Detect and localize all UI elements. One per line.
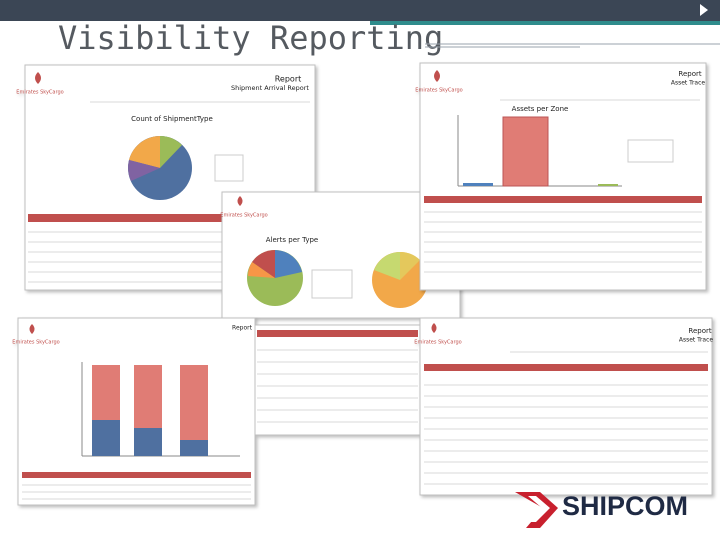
slide-title: Visibility Reporting	[58, 19, 443, 57]
report-heading: Report	[678, 70, 701, 78]
chart-title: Assets per Zone	[512, 105, 569, 113]
chart-title: Alerts per Type	[266, 236, 318, 244]
brand: Emirates SkyCargo	[220, 213, 267, 219]
report-heading: Report	[232, 325, 253, 332]
brand: Emirates SkyCargo	[12, 340, 59, 346]
report-thumbnail: Emirates SkyCargo Report Asset Trace	[414, 317, 714, 496]
logo-text: SHIPCOM	[562, 491, 688, 521]
brand: Emirates SkyCargo	[414, 340, 461, 346]
report-subtitle: Asset Trace	[671, 80, 706, 87]
shipcom-logo: SHIPCOM	[515, 491, 688, 528]
brand: Emirates SkyCargo	[16, 90, 63, 96]
report-heading: Report	[688, 327, 711, 335]
chart-title: Count of ShipmentType	[131, 115, 213, 123]
header-band	[0, 0, 720, 21]
report-thumbnail: Emirates SkyCargo Report	[12, 317, 421, 506]
brand: Emirates SkyCargo	[415, 88, 462, 94]
report-subtitle: Shipment Arrival Report	[231, 84, 309, 92]
report-heading: Report	[275, 75, 302, 84]
accent-strip	[370, 21, 720, 25]
report-subtitle: Asset Trace	[679, 337, 714, 344]
report-thumbnail: Emirates SkyCargo Report Asset Trace Ass…	[415, 62, 707, 291]
corner-arrow	[700, 4, 708, 16]
